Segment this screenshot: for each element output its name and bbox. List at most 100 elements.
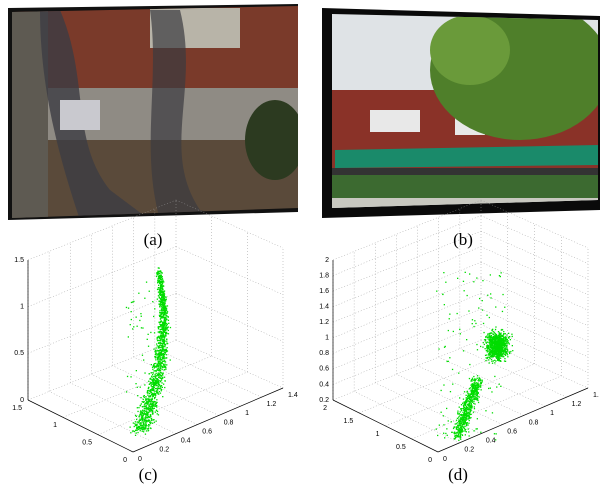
point <box>143 424 144 425</box>
point <box>145 403 146 404</box>
point <box>504 348 505 349</box>
point <box>501 329 502 330</box>
point <box>494 433 495 434</box>
point <box>162 324 163 325</box>
point <box>487 295 488 296</box>
grid-line <box>333 324 481 384</box>
point <box>477 375 478 376</box>
point <box>162 302 163 303</box>
point <box>474 406 475 407</box>
point <box>156 272 157 273</box>
point <box>159 391 160 392</box>
point <box>144 384 145 385</box>
point <box>149 406 150 407</box>
point <box>461 404 462 405</box>
point <box>503 356 504 357</box>
point <box>158 337 159 338</box>
point <box>505 352 506 353</box>
point <box>477 391 478 392</box>
point <box>458 373 459 374</box>
point <box>140 397 141 398</box>
grid-line <box>28 293 176 353</box>
point <box>164 377 165 378</box>
point <box>463 350 464 351</box>
point <box>458 434 459 435</box>
point <box>160 329 161 330</box>
point <box>143 426 144 427</box>
point <box>160 291 161 292</box>
point <box>151 364 152 365</box>
point <box>165 364 166 365</box>
z-tick-label: 2 <box>325 257 329 264</box>
point <box>492 338 493 339</box>
point <box>492 348 493 349</box>
y-tick-label: 0.6 <box>507 428 517 435</box>
point <box>143 428 144 429</box>
point <box>471 410 472 411</box>
point <box>487 351 488 352</box>
point <box>154 356 155 357</box>
point <box>487 349 488 350</box>
point <box>152 369 153 370</box>
point <box>457 418 458 419</box>
point <box>502 351 503 352</box>
point <box>455 423 456 424</box>
point <box>155 384 156 385</box>
point <box>441 390 442 391</box>
point <box>156 370 157 371</box>
point <box>476 344 477 345</box>
point <box>467 391 468 392</box>
point <box>133 430 134 431</box>
point <box>462 412 463 413</box>
point <box>473 281 474 282</box>
point <box>156 399 157 400</box>
point <box>499 348 500 349</box>
point <box>478 380 479 381</box>
point <box>491 330 492 331</box>
point <box>140 430 141 431</box>
point <box>164 366 165 367</box>
z-tick-label: 0.8 <box>319 350 329 357</box>
point <box>473 393 474 394</box>
point <box>471 414 472 415</box>
point <box>153 408 154 409</box>
point <box>474 408 475 409</box>
point <box>471 398 472 399</box>
point <box>474 378 475 379</box>
point <box>456 432 457 433</box>
point <box>156 343 157 344</box>
point <box>459 422 460 423</box>
point <box>509 336 510 337</box>
point <box>145 396 146 397</box>
point-cloud <box>126 267 171 436</box>
point <box>443 272 444 273</box>
point <box>490 351 491 352</box>
point <box>148 426 149 427</box>
point <box>458 430 459 431</box>
point <box>485 340 486 341</box>
point <box>467 413 468 414</box>
point <box>495 352 496 353</box>
point <box>135 383 136 384</box>
point <box>468 415 469 416</box>
point <box>164 387 165 388</box>
y-tick-label: 0.8 <box>529 419 539 426</box>
point <box>448 361 449 362</box>
point <box>163 384 164 385</box>
grid-line <box>70 383 176 434</box>
point <box>150 409 151 410</box>
point <box>479 298 480 299</box>
point <box>490 333 491 334</box>
point <box>144 298 145 299</box>
point <box>158 384 159 385</box>
grid-line <box>354 391 459 442</box>
point <box>161 362 162 363</box>
point <box>485 348 486 349</box>
point <box>462 417 463 418</box>
panel-label: (a) <box>144 230 163 249</box>
point <box>130 324 131 325</box>
point <box>138 293 139 294</box>
x-tick-label: 1.5 <box>344 418 354 425</box>
point <box>474 391 475 392</box>
point <box>158 274 159 275</box>
